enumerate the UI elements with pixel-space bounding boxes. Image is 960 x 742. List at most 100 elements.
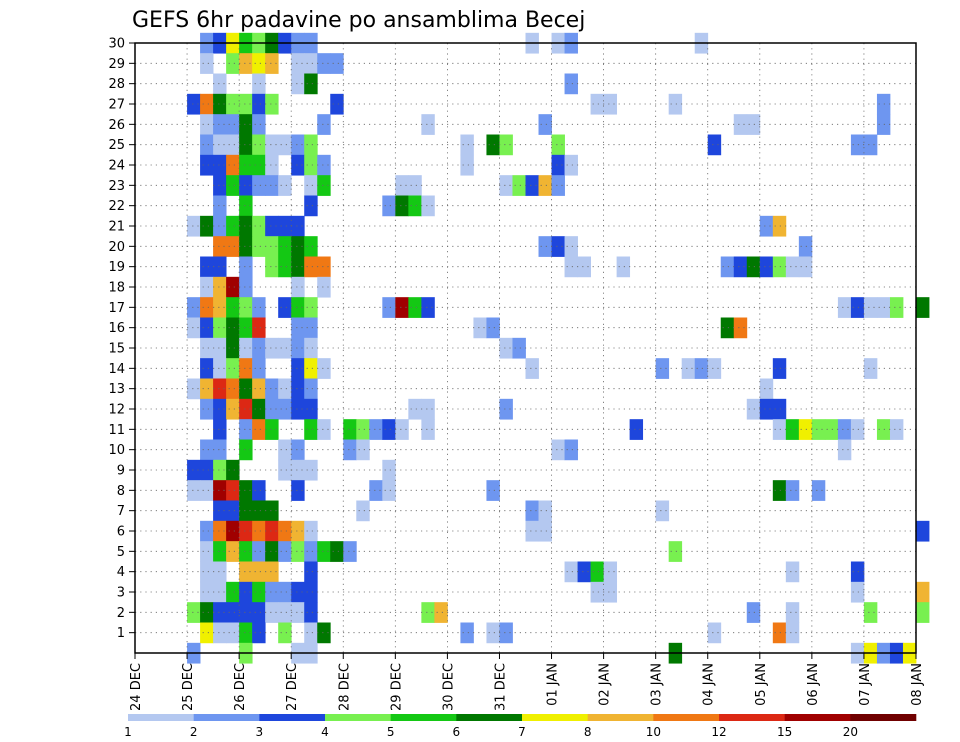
heatmap-cell: [239, 276, 253, 298]
heatmap-cell: [200, 297, 214, 318]
heatmap-cell: [291, 236, 305, 257]
heatmap-cell: [291, 154, 305, 176]
heatmap-cell: [330, 541, 344, 562]
colorbar-label: 5: [387, 725, 395, 739]
heatmap-cell: [486, 622, 500, 644]
x-tick-label: 25 DEC: [181, 663, 196, 711]
heatmap-cell: [213, 500, 227, 522]
heatmap-cell: [421, 419, 435, 440]
heatmap-cell: [850, 561, 865, 583]
heatmap-cell: [187, 93, 201, 115]
heatmap-cell: [590, 581, 604, 603]
heatmap-cell: [239, 195, 253, 217]
heatmap-cell: [304, 520, 318, 542]
heatmap-cell: [421, 602, 435, 623]
heatmap-cell: [811, 419, 826, 440]
heatmap-cell: [252, 73, 266, 95]
heatmap-cell: [863, 358, 878, 379]
heatmap-cell: [304, 236, 318, 257]
heatmap-cell: [200, 602, 214, 623]
heatmap-cell: [772, 358, 787, 379]
heatmap-cell: [304, 581, 318, 603]
heatmap-cell: [226, 53, 240, 74]
heatmap-cell: [213, 459, 227, 481]
heatmap-cell: [356, 439, 370, 461]
heatmap-cell: [382, 459, 396, 481]
colorbar-swatch: [784, 714, 851, 721]
heatmap-cell: [213, 520, 227, 542]
heatmap-cell: [265, 541, 279, 562]
heatmap-cell: [213, 256, 227, 278]
heatmap-cell: [603, 93, 618, 115]
heatmap-cell: [850, 419, 865, 440]
colorbar-swatch: [259, 714, 326, 721]
heatmap-cell: [304, 175, 318, 196]
y-tick-label: 20: [108, 240, 125, 255]
heatmap-cell: [252, 93, 266, 115]
heatmap-cell: [252, 358, 266, 379]
heatmap-cell: [369, 419, 383, 440]
heatmap-cell: [213, 541, 227, 562]
heatmap-cell: [252, 317, 266, 339]
heatmap-cell: [850, 297, 865, 318]
heatmap-cell: [759, 256, 774, 278]
heatmap-cell: [304, 195, 318, 217]
heatmap-cell: [603, 561, 618, 583]
heatmap-cell: [265, 561, 279, 583]
heatmap-cell: [603, 581, 618, 603]
colorbar-swatch: [587, 714, 654, 721]
heatmap-cell: [590, 561, 604, 583]
chart-title: GEFS 6hr padavine po ansamblima Becej: [132, 8, 585, 33]
heatmap-cell: [278, 175, 292, 196]
heatmap-cell: [200, 114, 214, 135]
heatmap-cell: [317, 622, 331, 644]
heatmap-cell: [317, 175, 331, 196]
heatmap-cell: [213, 419, 227, 440]
heatmap-cell: [187, 459, 201, 481]
heatmap-cell: [304, 256, 318, 278]
x-tick-label: 05 JAN: [754, 663, 769, 706]
colorbar-label: 15: [777, 725, 792, 739]
heatmap-cell: [916, 520, 930, 542]
y-tick-label: 15: [108, 342, 125, 357]
heatmap-cell: [304, 622, 318, 644]
heatmap-cell: [772, 480, 787, 501]
heatmap-cell: [239, 93, 253, 115]
heatmap-cell: [395, 297, 409, 318]
heatmap-cell: [213, 73, 227, 95]
heatmap-cell: [317, 541, 331, 562]
heatmap-cell: [239, 297, 253, 318]
heatmap-cell: [304, 154, 318, 176]
heatmap-cell: [252, 154, 266, 176]
heatmap-cell: [590, 93, 604, 115]
heatmap-cell: [330, 53, 344, 74]
heatmap-cell: [785, 419, 800, 440]
heatmap-cell: [785, 622, 800, 644]
y-tick-label: 5: [117, 545, 125, 560]
heatmap-cell: [837, 297, 852, 318]
y-tick-label: 21: [108, 220, 125, 235]
heatmap-cell: [239, 114, 253, 135]
heatmap-cell: [213, 215, 227, 237]
heatmap-cell: [473, 317, 487, 339]
colorbar-swatch: [522, 714, 588, 721]
heatmap-cell: [538, 500, 552, 522]
x-tick-label: 03 JAN: [650, 663, 665, 706]
y-tick-label: 2: [117, 606, 125, 621]
heatmap-cell: [304, 53, 318, 74]
heatmap-cell: [213, 337, 227, 359]
heatmap-cell: [564, 73, 578, 95]
heatmap-cell: [213, 581, 227, 603]
heatmap-cell: [291, 520, 305, 542]
heatmap-cell: [239, 175, 253, 196]
heatmap-cell: [512, 337, 526, 359]
heatmap-cell: [239, 154, 253, 176]
x-tick-label: 28 DEC: [337, 663, 352, 711]
heatmap-cell: [916, 581, 930, 603]
y-tick-label: 25: [108, 138, 125, 153]
heatmap-cell: [278, 398, 292, 420]
heatmap-cell: [395, 419, 409, 440]
heatmap-cell: [655, 358, 670, 379]
heatmap-cell: [226, 134, 240, 156]
